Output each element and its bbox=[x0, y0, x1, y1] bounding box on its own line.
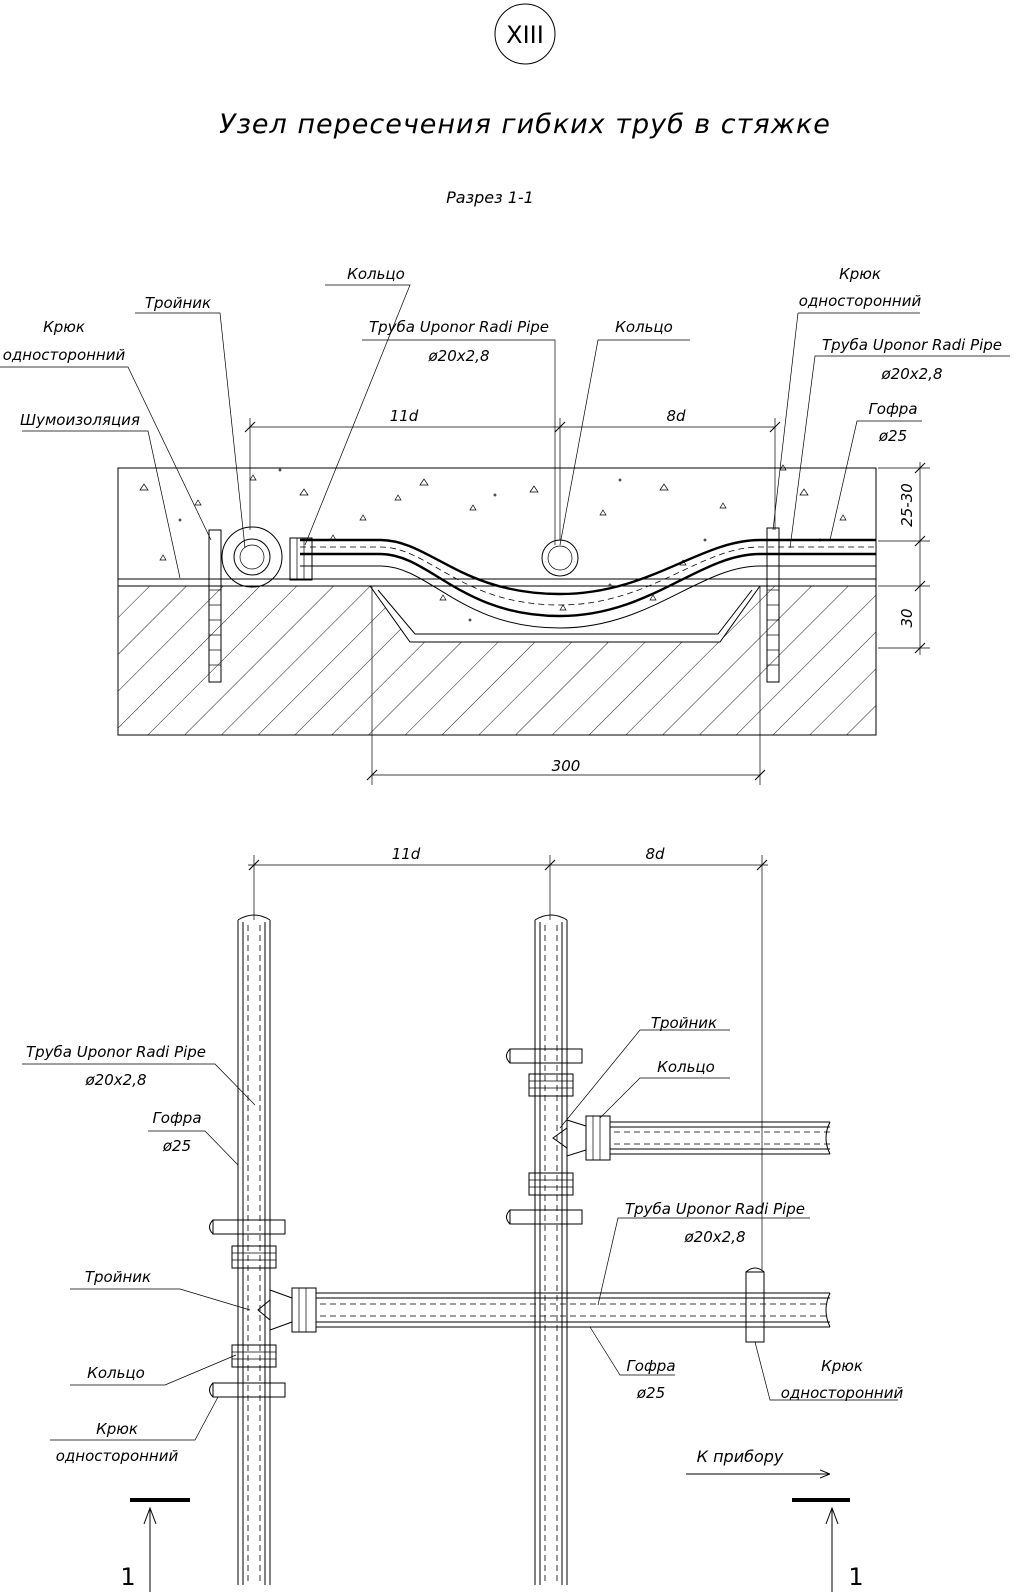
plan-hooks bbox=[209, 1048, 765, 1398]
pipe-left-vertical bbox=[237, 914, 271, 1585]
section-mark-left: 1 bbox=[120, 1498, 190, 1592]
dim-30: 30 bbox=[898, 608, 916, 627]
lbl-hook-right-1: Крюк bbox=[839, 265, 881, 283]
lbl-pipe-right-2: ø20x2,8 bbox=[881, 365, 943, 383]
lbl-hook-right-2: односторонний bbox=[799, 292, 922, 310]
crossing-pipe-mid bbox=[541, 539, 579, 577]
concrete-slab bbox=[117, 585, 877, 736]
plan-dim-11d: 11d bbox=[392, 845, 421, 863]
recess-outline bbox=[377, 589, 753, 635]
plan-leaders bbox=[22, 1029, 898, 1441]
plan-lbl-pipe-right-1: Труба Uponor Radi Pipe bbox=[625, 1200, 805, 1218]
dim-11d: 11d bbox=[390, 407, 419, 425]
plan-lbl-pipe-right-2: ø20x2,8 bbox=[684, 1228, 746, 1246]
plan-lbl-ring-right: Кольцо bbox=[657, 1058, 715, 1076]
plan-lbl-pipe-left-1: Труба Uponor Radi Pipe bbox=[26, 1043, 206, 1061]
lbl-hook-left-2: односторонний bbox=[3, 346, 126, 364]
tee-outline bbox=[221, 526, 283, 588]
section-mark-right: 1 bbox=[792, 1498, 864, 1592]
lbl-tee: Тройник bbox=[145, 294, 211, 312]
lbl-hook-left-1: Крюк bbox=[43, 318, 85, 336]
view-number-circle bbox=[494, 3, 556, 65]
screed-layer bbox=[117, 467, 877, 587]
plan-lbl-corr-right-1: Гофра bbox=[626, 1357, 675, 1375]
drawing-title: Узел пересечения гибких труб в стяжке bbox=[219, 109, 831, 140]
lbl-corrugation-2: ø25 bbox=[878, 427, 907, 445]
plan-couplings bbox=[231, 1073, 574, 1368]
ring-coupling-upper bbox=[585, 1115, 611, 1161]
plan-lbl-hook-left-1: Крюк bbox=[96, 1420, 138, 1438]
plan-lbl-corr-left-2: ø25 bbox=[162, 1137, 191, 1155]
lbl-ring-top: Кольцо bbox=[347, 265, 405, 283]
dim-25-30: 25-30 bbox=[898, 483, 916, 527]
pipe-horizontal-upper bbox=[552, 1115, 831, 1161]
section-mark-left-label: 1 bbox=[120, 1563, 135, 1591]
plan-lbl-pipe-left-2: ø20x2,8 bbox=[85, 1071, 147, 1089]
lbl-pipe-right-1: Труба Uponor Radi Pipe bbox=[822, 336, 1002, 354]
plan-lbl-ring-left: Кольцо bbox=[87, 1364, 145, 1382]
crossing-pipe-inner bbox=[239, 544, 265, 570]
corrugation-contour bbox=[300, 565, 876, 629]
ring-coupling-lower bbox=[291, 1287, 317, 1333]
plan-lbl-hook-right-2: односторонний bbox=[781, 1384, 904, 1402]
section-view: 11d 8d 25-30 30 300 Крюк односторонний Т… bbox=[0, 265, 1010, 785]
plan-dim-8d: 8d bbox=[645, 845, 665, 863]
lbl-ring-mid: Кольцо bbox=[615, 318, 673, 336]
plan-lbl-tee-right: Тройник bbox=[651, 1014, 717, 1032]
lbl-corrugation-1: Гофра bbox=[868, 400, 917, 418]
pipe-axis bbox=[300, 546, 876, 606]
screed-aggregate bbox=[139, 464, 847, 622]
hook-left-section bbox=[208, 529, 222, 683]
header: XIII Узел пересечения гибких труб в стяж… bbox=[219, 3, 831, 207]
lbl-noise-insulation: Шумоизоляция bbox=[20, 411, 140, 429]
crossing-pipe-mid-inner bbox=[547, 545, 573, 571]
plan-lbl-corr-left-1: Гофра bbox=[152, 1109, 201, 1127]
section-label: Разрез 1-1 bbox=[446, 188, 534, 207]
crossing-pipe-section bbox=[233, 538, 271, 576]
plan-lbl-hook-left-2: односторонний bbox=[56, 1447, 179, 1465]
section-leaders bbox=[0, 284, 1010, 579]
dim-8d: 8d bbox=[666, 407, 686, 425]
tee-left-body bbox=[269, 1289, 293, 1331]
ring-coupling bbox=[289, 537, 313, 581]
tee-right-body bbox=[566, 1119, 587, 1157]
dim-300: 300 bbox=[552, 757, 581, 775]
plan-lbl-to-device: К прибору bbox=[697, 1447, 784, 1466]
pipe-bottom-contour bbox=[300, 552, 876, 618]
plan-lbl-hook-right-1: Крюк bbox=[821, 1357, 863, 1375]
plan-lbl-tee-left: Тройник bbox=[85, 1268, 151, 1286]
plan-lbl-corr-right-2: ø25 bbox=[636, 1384, 665, 1402]
lbl-pipe-mid-2: ø20x2,8 bbox=[428, 347, 490, 365]
pipe-right-vertical bbox=[534, 914, 568, 1585]
plan-view: 11d 8d bbox=[22, 845, 903, 1592]
pipe-horizontal-lower bbox=[257, 1287, 831, 1333]
lbl-pipe-mid-1: Труба Uponor Radi Pipe bbox=[369, 318, 549, 336]
section-mark-right-label: 1 bbox=[848, 1563, 863, 1591]
pipe-top-contour bbox=[300, 538, 876, 596]
view-number: XIII bbox=[506, 21, 544, 49]
